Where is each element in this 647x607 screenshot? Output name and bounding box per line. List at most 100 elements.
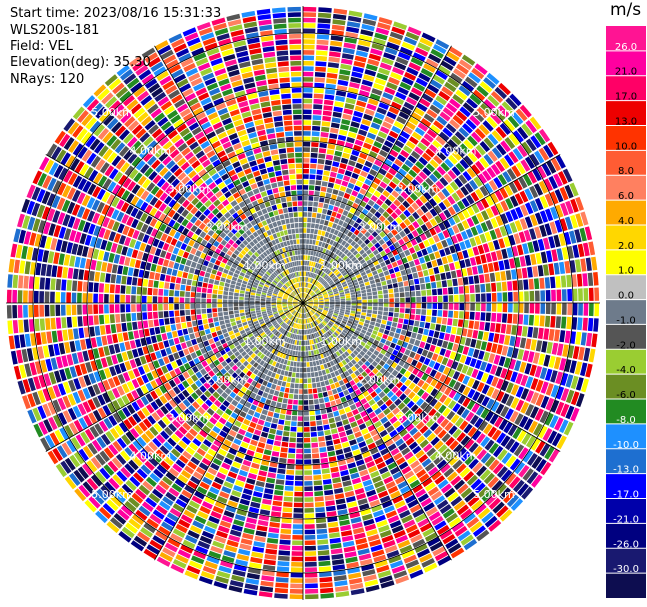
velocity-gate <box>354 271 360 276</box>
velocity-gate <box>335 306 340 309</box>
velocity-gate <box>375 234 382 242</box>
velocity-gate <box>136 452 147 463</box>
velocity-gate <box>348 572 362 580</box>
velocity-gate <box>368 371 375 379</box>
velocity-gate <box>559 186 569 201</box>
velocity-gate <box>307 255 311 261</box>
velocity-gate <box>476 200 485 211</box>
velocity-gate <box>417 271 424 278</box>
velocity-gate <box>290 339 294 344</box>
velocity-gate <box>469 358 477 368</box>
velocity-gate <box>338 380 345 386</box>
velocity-gate <box>339 519 350 526</box>
velocity-gate <box>266 537 279 544</box>
velocity-gate <box>428 268 434 276</box>
velocity-gate <box>429 541 443 552</box>
velocity-gate <box>363 382 371 390</box>
velocity-gate <box>149 426 159 437</box>
velocity-gate <box>352 408 359 416</box>
velocity-gate <box>424 462 435 472</box>
velocity-gate <box>425 221 433 230</box>
velocity-gate <box>377 443 387 451</box>
velocity-gate <box>314 485 323 491</box>
velocity-gate <box>485 207 494 219</box>
velocity-gate <box>379 149 388 158</box>
velocity-gate <box>394 500 406 509</box>
velocity-gate <box>340 233 347 240</box>
velocity-gate <box>297 324 300 329</box>
velocity-gate <box>519 190 529 203</box>
velocity-gate <box>10 350 18 365</box>
velocity-gate <box>539 195 549 209</box>
velocity-gate <box>257 314 262 318</box>
velocity-gate <box>216 570 231 579</box>
velocity-gate <box>168 467 180 477</box>
velocity-gate <box>502 171 512 183</box>
velocity-gate <box>399 81 412 91</box>
velocity-gate <box>283 342 288 348</box>
velocity-gate <box>336 421 343 428</box>
velocity-gate <box>314 491 324 497</box>
velocity-gate <box>395 372 403 380</box>
velocity-gate <box>301 319 303 324</box>
velocity-gate <box>566 316 572 330</box>
velocity-gate <box>206 434 215 443</box>
velocity-gate <box>108 444 119 456</box>
velocity-gate <box>219 404 227 412</box>
velocity-gate <box>486 303 492 312</box>
velocity-gate <box>273 312 279 316</box>
velocity-gate <box>347 182 355 190</box>
velocity-gate <box>152 437 162 448</box>
velocity-gate <box>457 211 466 221</box>
velocity-gate <box>543 264 549 276</box>
velocity-gate <box>304 293 306 298</box>
velocity-gate <box>333 393 340 400</box>
velocity-gate <box>360 357 367 363</box>
velocity-gate <box>511 325 517 336</box>
velocity-gate <box>305 294 309 299</box>
velocity-gate <box>296 437 303 443</box>
velocity-gate <box>459 467 471 478</box>
velocity-gate <box>147 415 157 425</box>
velocity-gate <box>304 266 307 271</box>
velocity-gate <box>340 269 346 275</box>
velocity-gate <box>121 526 135 539</box>
velocity-gate <box>593 318 599 332</box>
velocity-gate <box>303 351 306 357</box>
velocity-gate <box>225 421 233 429</box>
velocity-gate <box>316 235 321 241</box>
velocity-gate <box>441 433 451 443</box>
velocity-gate <box>418 171 428 180</box>
velocity-gate <box>440 483 452 494</box>
velocity-gate <box>212 412 221 421</box>
velocity-gate <box>314 338 319 344</box>
velocity-gate <box>561 316 567 329</box>
velocity-gate <box>487 426 497 438</box>
velocity-gate <box>251 313 257 317</box>
velocity-gate <box>102 503 116 515</box>
velocity-gate <box>337 426 345 433</box>
velocity-gate <box>376 154 386 163</box>
velocity-gate <box>537 265 544 277</box>
velocity-gate <box>344 357 350 364</box>
velocity-gate <box>289 350 293 355</box>
velocity-gate <box>325 192 332 199</box>
velocity-gate <box>305 244 309 250</box>
velocity-gate <box>491 303 497 312</box>
velocity-gate <box>324 283 329 287</box>
velocity-gate <box>369 539 382 547</box>
velocity-gate <box>442 508 455 519</box>
velocity-gate <box>316 34 330 40</box>
velocity-gate <box>445 538 459 550</box>
velocity-gate <box>14 335 21 349</box>
velocity-gate <box>308 299 313 302</box>
velocity-gate <box>320 593 334 599</box>
velocity-gate <box>107 377 116 389</box>
velocity-gate <box>288 338 292 344</box>
velocity-gate <box>331 117 341 124</box>
velocity-gate <box>59 427 70 441</box>
velocity-gate <box>180 412 189 421</box>
velocity-gate <box>172 503 185 513</box>
velocity-gate <box>269 365 275 372</box>
velocity-gate <box>490 364 498 375</box>
